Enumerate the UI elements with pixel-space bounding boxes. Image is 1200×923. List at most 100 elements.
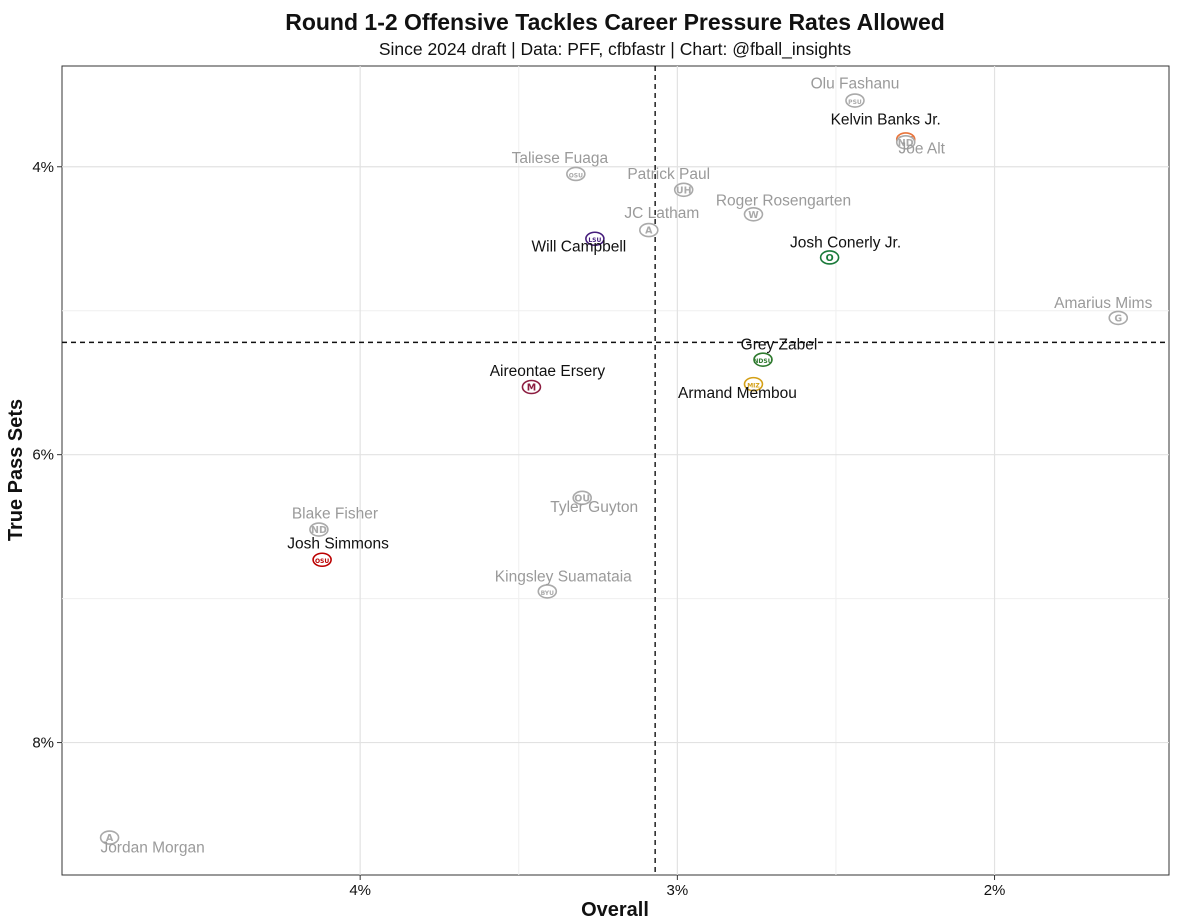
data-point: ND Blake Fisher xyxy=(292,506,378,537)
logo-badge xyxy=(566,166,586,182)
logo-badge xyxy=(639,222,659,238)
point-label: Jordan Morgan xyxy=(100,840,204,857)
point-label: Kelvin Banks Jr. xyxy=(831,111,941,128)
school-logo-icon: G xyxy=(1108,310,1129,326)
point-label: Kingsley Suamataia xyxy=(495,568,632,585)
logo-badge xyxy=(572,490,592,506)
data-point: PSU Olu Fashanu xyxy=(811,76,899,108)
logo-text: BYU xyxy=(541,590,555,597)
logo-badge xyxy=(753,352,773,367)
school-logo-icon: W xyxy=(743,206,764,222)
y-axis-ticks: 4% 6% 8% xyxy=(32,159,62,752)
school-logo-icon: LSU xyxy=(585,231,605,247)
school-logo-icon: A xyxy=(639,222,659,238)
logo-text: LSU xyxy=(588,237,601,244)
logo-text: A xyxy=(645,226,653,237)
y-tick-label: 4% xyxy=(32,159,54,176)
logo-badge xyxy=(537,584,558,599)
y-tick-label: 6% xyxy=(32,447,54,464)
data-point: OSU Taliese Fuaga xyxy=(512,150,609,182)
logo-badge xyxy=(673,182,694,198)
logo-text: MIZ xyxy=(747,383,760,390)
point-label: Tyler Guyton xyxy=(550,499,638,516)
logo-text: ND xyxy=(898,138,914,149)
logo-badge xyxy=(895,134,916,150)
logo-text: G xyxy=(1114,313,1122,324)
school-logo-icon: OSU xyxy=(312,552,332,568)
school-logo-icon: M xyxy=(521,379,542,395)
data-point: M Aireontae Ersery xyxy=(490,363,606,395)
logo-text: OSU xyxy=(315,558,329,565)
school-logo-icon: O xyxy=(819,250,840,265)
data-point: A JC Latham xyxy=(624,205,699,238)
gridlines xyxy=(62,66,1169,875)
logo-text: NDSU xyxy=(753,358,772,365)
x-axis-title: Overall xyxy=(581,899,649,921)
school-logo-icon: BYU xyxy=(537,584,558,599)
data-point: BYU Kingsley Suamataia xyxy=(495,568,632,599)
y-tick-label: 8% xyxy=(32,735,54,752)
point-label: Blake Fisher xyxy=(292,506,378,523)
logo-badge xyxy=(521,379,542,395)
data-point: OSU Josh Simmons xyxy=(287,536,389,568)
reference-lines xyxy=(62,66,1169,875)
x-tick-label: 3% xyxy=(667,882,689,899)
logo-badge xyxy=(819,250,840,265)
logo-badge xyxy=(1108,310,1129,326)
data-point: NDSU Grey Zabel xyxy=(741,337,818,367)
school-logo-icon: OU xyxy=(572,490,592,506)
logo-badge xyxy=(743,376,764,392)
data-point: UH Patrick Paul xyxy=(627,166,710,198)
x-tick-label: 2% xyxy=(984,882,1006,899)
logo-badge xyxy=(585,231,605,247)
logo-text: OU xyxy=(574,493,590,504)
school-logo-icon: ND xyxy=(309,522,329,537)
point-label: Josh Simmons xyxy=(287,536,389,553)
logo-badge xyxy=(743,206,764,222)
school-logo-icon: OSU xyxy=(566,166,586,182)
x-tick-label: 4% xyxy=(349,882,371,899)
logo-text: ND xyxy=(311,525,327,536)
logo-text: M xyxy=(527,383,536,394)
plot-panel xyxy=(61,65,1170,876)
x-axis-ticks: 4% 3% 2% xyxy=(349,875,1005,899)
y-axis-title: True Pass Sets xyxy=(5,399,27,541)
point-label: Taliese Fuaga xyxy=(512,150,609,167)
school-logo-icon: MIZ xyxy=(743,376,764,392)
logo-text: A xyxy=(106,833,114,844)
school-logo-icon: ND xyxy=(895,134,916,150)
school-logo-icon: A xyxy=(99,830,120,845)
point-label: Aireontae Ersery xyxy=(490,363,606,380)
point-label: Grey Zabel xyxy=(741,337,818,354)
school-logo-icon: NDSU xyxy=(753,352,773,367)
logo-text: OSU xyxy=(569,172,583,179)
school-logo-icon: UH xyxy=(673,182,694,198)
point-label: Will Campbell xyxy=(532,239,627,256)
logo-badge xyxy=(845,93,865,108)
point-label: Amarius Mims xyxy=(1054,295,1152,312)
point-label: JC Latham xyxy=(624,205,699,222)
logo-text: UH xyxy=(676,185,692,196)
logo-badge xyxy=(309,522,329,537)
point-label: Patrick Paul xyxy=(627,166,710,183)
logo-text: PSU xyxy=(848,99,862,106)
logo-text: W xyxy=(748,210,759,221)
logo-text: O xyxy=(826,253,834,264)
data-point: O Josh Conerly Jr. xyxy=(790,234,901,265)
point-label: Joe Alt xyxy=(898,140,945,157)
point-label: Roger Rosengarten xyxy=(716,192,851,209)
logo-badge xyxy=(99,830,120,845)
chart-title: Round 1-2 Offensive Tackles Career Press… xyxy=(285,9,945,35)
point-label: Josh Conerly Jr. xyxy=(790,234,901,251)
chart-subtitle: Since 2024 draft | Data: PFF, cfbfastr |… xyxy=(379,39,852,60)
logo-badge xyxy=(312,552,332,568)
